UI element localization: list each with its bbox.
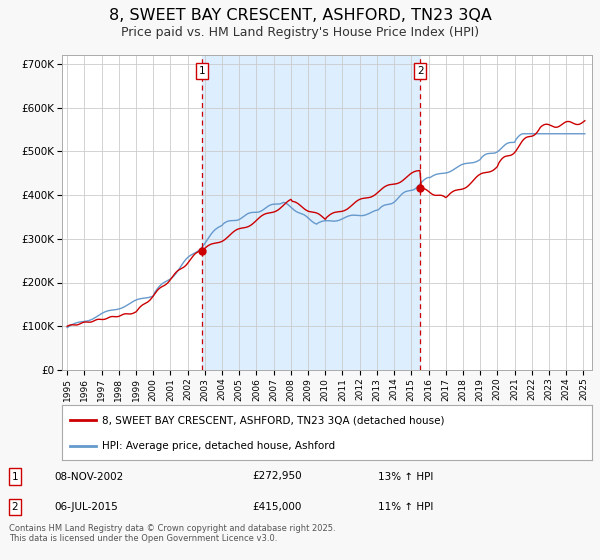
Text: 2: 2 [417,66,424,76]
Text: 8, SWEET BAY CRESCENT, ASHFORD, TN23 3QA (detached house): 8, SWEET BAY CRESCENT, ASHFORD, TN23 3QA… [102,416,444,426]
Text: 1: 1 [199,66,206,76]
Text: Price paid vs. HM Land Registry's House Price Index (HPI): Price paid vs. HM Land Registry's House … [121,26,479,39]
Text: 13% ↑ HPI: 13% ↑ HPI [378,472,433,482]
Text: 06-JUL-2015: 06-JUL-2015 [54,502,118,512]
Text: 08-NOV-2002: 08-NOV-2002 [54,472,123,482]
Text: 2: 2 [11,502,19,512]
Text: £415,000: £415,000 [252,502,301,512]
Text: £272,950: £272,950 [252,472,302,482]
Text: 8, SWEET BAY CRESCENT, ASHFORD, TN23 3QA: 8, SWEET BAY CRESCENT, ASHFORD, TN23 3QA [109,8,491,23]
Text: 11% ↑ HPI: 11% ↑ HPI [378,502,433,512]
Text: HPI: Average price, detached house, Ashford: HPI: Average price, detached house, Ashf… [102,441,335,451]
Bar [202,55,420,370]
Text: 1: 1 [11,472,19,482]
Text: Contains HM Land Registry data © Crown copyright and database right 2025.
This d: Contains HM Land Registry data © Crown c… [9,524,335,543]
